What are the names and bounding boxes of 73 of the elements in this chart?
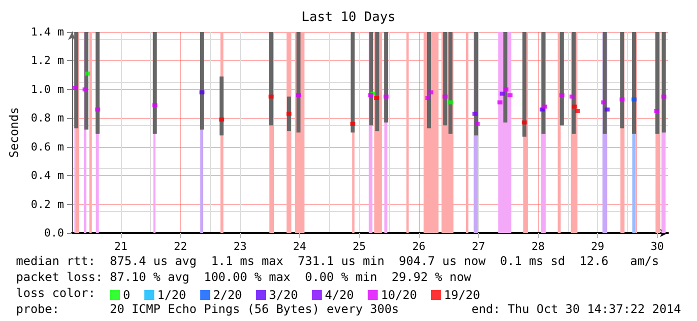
x-tick-label: 30: [650, 240, 664, 253]
x-tick-label: 24: [293, 240, 307, 253]
point: [448, 100, 453, 104]
x-tick-label: 27: [472, 240, 486, 253]
point: [654, 108, 660, 113]
y-tick-label: 0.2 m: [30, 198, 64, 211]
point: [384, 94, 389, 99]
text: packet loss: 87.10 % avg 100.00 % max 0.00 % min 29.92 % now: [16, 270, 472, 284]
x-tick-label: 28: [531, 240, 545, 253]
point: [542, 104, 548, 109]
point: [442, 94, 448, 99]
y-tick-label: 0.6 m: [30, 140, 64, 154]
legend-label: 1/20: [157, 288, 186, 302]
chart-title: Last 10 Days: [302, 10, 396, 25]
point: [350, 122, 356, 126]
point: [508, 93, 513, 98]
legend-label: 2/20: [213, 288, 242, 302]
y-axis-title: Seconds: [7, 107, 21, 158]
legend-label: 3/20: [269, 288, 298, 302]
point: [572, 104, 577, 109]
x-tick-label: 21: [114, 240, 128, 253]
text: loss color:: [16, 286, 96, 300]
y-tick-label: 0.0: [44, 226, 64, 240]
text: end: Thu Oct 30 14:37:22 2014: [471, 302, 681, 316]
y-tick-label: 0.4 m: [30, 169, 64, 182]
point: [474, 122, 480, 126]
point: [522, 120, 527, 124]
point: [72, 86, 78, 90]
legend-label: 4/20: [324, 288, 354, 302]
y-tick-label: 1.2 m: [30, 54, 64, 68]
point: [604, 108, 610, 112]
text: median rtt: 875.4 us avg 1.1 ms max 731.1 us min 904.7 us now 0.1 ms sd 12.6 am/s: [16, 254, 659, 268]
x-tick-label: 29: [591, 240, 604, 253]
legend-label: 10/20: [380, 288, 417, 302]
point: [574, 108, 580, 113]
x-tick-label: 25: [352, 240, 366, 253]
point: [152, 103, 158, 108]
point: [425, 96, 430, 100]
y-tick-label: 1.4 m: [30, 26, 64, 38]
point: [82, 87, 88, 92]
point: [601, 100, 606, 104]
point: [199, 90, 204, 94]
point: [570, 94, 575, 99]
point: [472, 112, 478, 116]
point: [286, 112, 292, 116]
point: [296, 93, 301, 98]
legend-label: 0: [123, 288, 130, 302]
point: [661, 94, 666, 99]
point: [559, 93, 564, 98]
point: [85, 72, 90, 76]
bar: [427, 32, 432, 128]
point: [268, 94, 274, 99]
bar: [296, 32, 300, 132]
bar: [503, 32, 508, 122]
bar: [572, 32, 576, 134]
point: [620, 97, 625, 102]
bar: [220, 76, 224, 136]
point: [503, 87, 508, 92]
x-tick-label: 23: [233, 240, 247, 253]
legend-label: 19/20: [444, 288, 480, 302]
point: [500, 92, 505, 96]
x-tick-label: 26: [412, 240, 426, 253]
point: [632, 97, 637, 102]
point: [428, 90, 434, 94]
point: [497, 100, 502, 104]
y-tick-label: 1.0 m: [30, 82, 64, 96]
bar: [375, 32, 380, 132]
x-tick-label: 22: [174, 240, 188, 253]
text: probe: 20 ICMP Echo Pings (56 Bytes) every 300s: [16, 302, 399, 316]
point: [219, 118, 224, 122]
point: [95, 108, 100, 112]
y-tick-label: 0.8 m: [30, 112, 64, 125]
point: [374, 96, 380, 100]
